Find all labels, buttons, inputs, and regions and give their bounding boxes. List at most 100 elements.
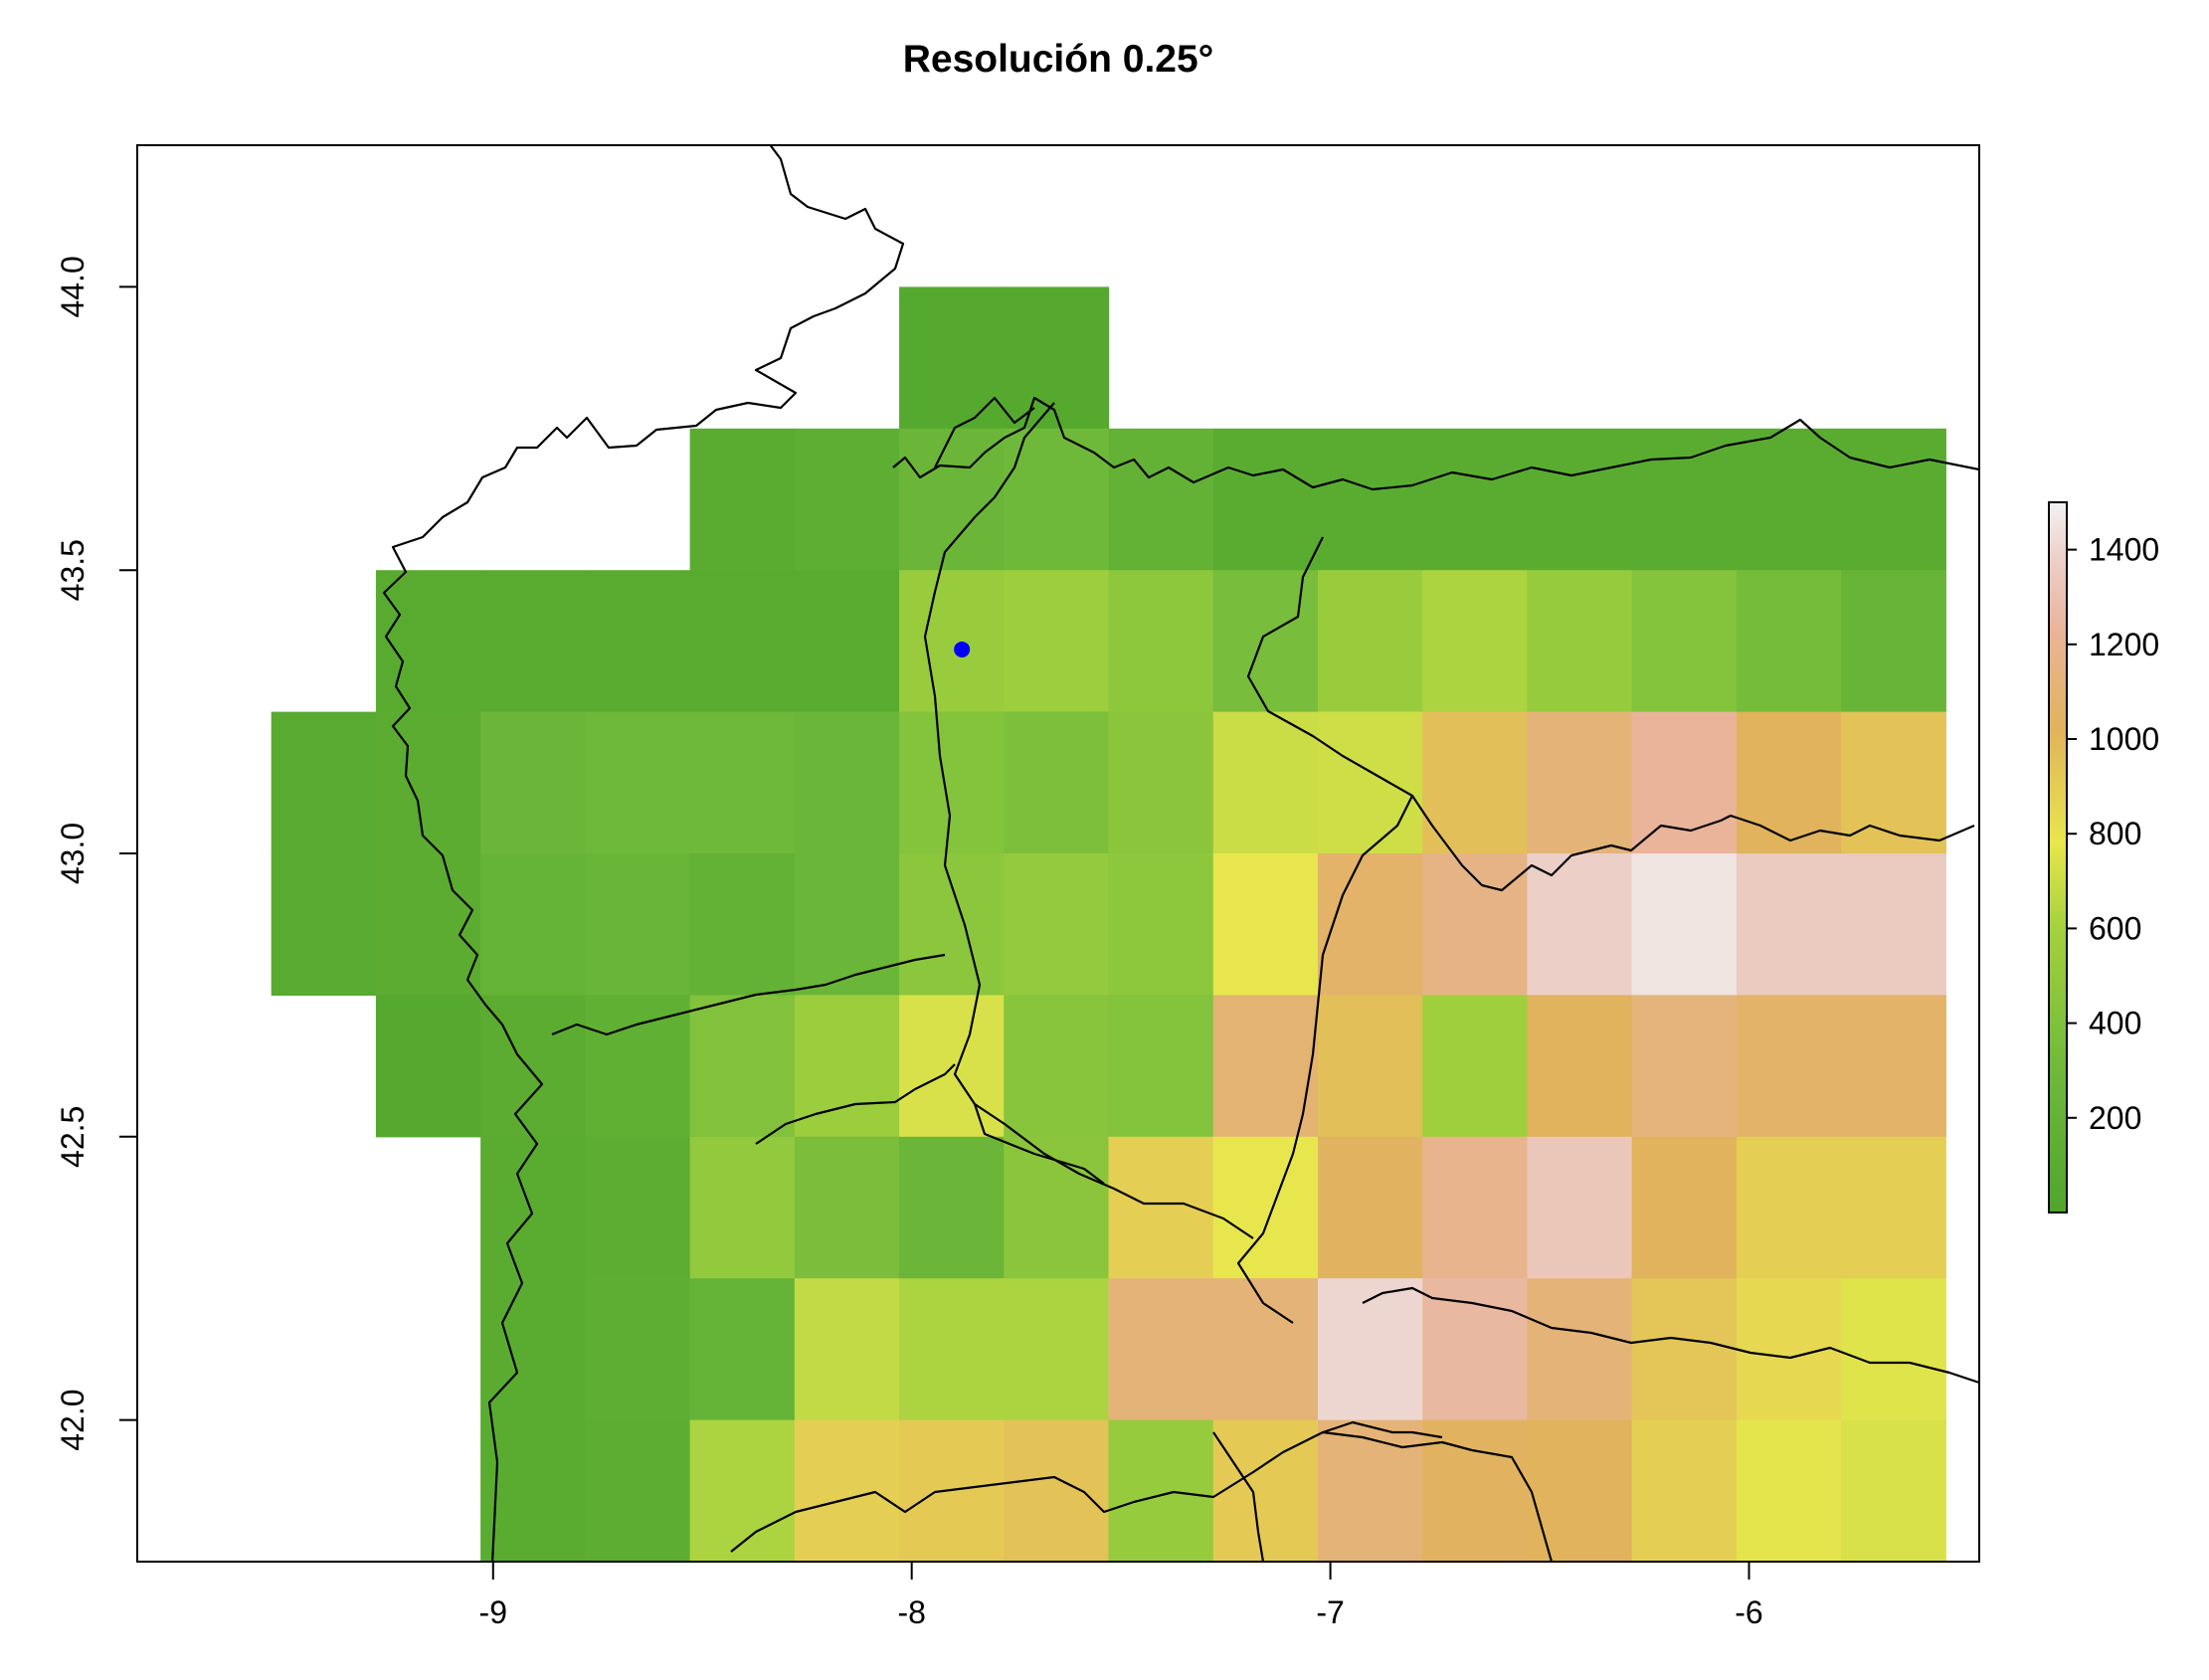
- x-axis: -9 -8 -7 -6: [479, 1562, 1763, 1630]
- raster-cell: [689, 711, 796, 854]
- raster-cell: [375, 711, 481, 854]
- raster-cell: [899, 1419, 1005, 1562]
- raster-cell: [689, 1419, 796, 1562]
- raster-cell: [1317, 570, 1423, 713]
- raster-cell: [1108, 853, 1214, 996]
- north-coastline-mid: [934, 396, 1035, 468]
- x-tick-label: -9: [479, 1594, 507, 1630]
- raster-cell: [689, 570, 796, 713]
- raster-cell: [1108, 428, 1214, 571]
- raster-cell: [1004, 995, 1110, 1138]
- raster-cell: [1004, 286, 1110, 430]
- colorbar-tick-label: 1400: [2089, 532, 2159, 568]
- raster-cell: [689, 1278, 796, 1421]
- raster-cell: [689, 428, 796, 571]
- raster-cell: [1212, 428, 1319, 571]
- raster-cell: [1736, 570, 1842, 713]
- colorbar-tick-label: 200: [2089, 1100, 2141, 1136]
- raster-cell: [1004, 1278, 1110, 1421]
- raster-cell: [1004, 1419, 1110, 1562]
- colorbar-tick-label: 800: [2089, 816, 2141, 851]
- raster-cell: [1631, 428, 1738, 571]
- raster-cell: [1108, 1419, 1214, 1562]
- y-tick-label: 42.0: [55, 1389, 91, 1450]
- raster-cell: [794, 428, 900, 571]
- leon-border: [1411, 795, 1975, 892]
- raster-cell: [1841, 428, 1946, 571]
- raster-cell: [585, 1419, 691, 1562]
- raster-cell: [1527, 570, 1633, 713]
- raster-cell: [1631, 1419, 1738, 1562]
- colorbar-tick-label: 600: [2089, 910, 2141, 946]
- raster-cell: [1527, 995, 1633, 1138]
- raster-cell: [375, 853, 481, 996]
- raster-cell: [480, 1278, 586, 1421]
- raster-cell: [1527, 1278, 1633, 1421]
- portugal-border: [730, 1430, 1554, 1562]
- raster-cell: [1212, 1136, 1319, 1279]
- raster-cell: [271, 711, 377, 854]
- raster-cell: [1841, 1278, 1946, 1421]
- raster-cell: [1527, 853, 1633, 996]
- y-tick-label: 43.0: [55, 823, 91, 884]
- raster-cell: [1422, 1278, 1529, 1421]
- raster-cell: [1736, 1136, 1842, 1279]
- raster-cell: [1108, 995, 1214, 1138]
- raster-cell: [794, 570, 900, 713]
- raster-cell: [375, 570, 481, 713]
- province-border-lugo: [923, 402, 1254, 1239]
- raster-cell: [1841, 995, 1946, 1138]
- raster-cell: [1004, 711, 1110, 854]
- colorbar-tick-label: 1200: [2089, 627, 2159, 662]
- raster-cell: [271, 853, 377, 996]
- raster-cell: [1736, 428, 1842, 571]
- raster-cell: [899, 1278, 1005, 1421]
- raster-cell: [480, 853, 586, 996]
- galicia-east-border: [1236, 536, 1414, 1324]
- raster-cell: [1736, 853, 1842, 996]
- raster-cell: [1631, 711, 1738, 854]
- north-coastline-east: [892, 396, 1979, 491]
- province-border-south: [755, 1063, 1105, 1185]
- raster-cell: [585, 1136, 691, 1279]
- raster-cell: [480, 711, 586, 854]
- raster-cell: [899, 853, 1005, 996]
- raster-cell: [1631, 1136, 1738, 1279]
- raster-cell: [585, 1278, 691, 1421]
- y-tick-label: 42.5: [55, 1106, 91, 1168]
- raster-cell: [585, 570, 691, 713]
- y-tick-label: 44.0: [55, 256, 91, 317]
- colorbar-ticks: 200 400 600 800 1000 1200 1400: [2067, 532, 2159, 1136]
- raster-cell: [1004, 853, 1110, 996]
- raster-cell: [1631, 853, 1738, 996]
- coastline-and-borders: [382, 145, 1979, 1562]
- raster-cell: [1736, 995, 1842, 1138]
- province-border-coruna: [551, 953, 946, 1036]
- y-axis: 42.0 42.5 43.0 43.5 44.0: [55, 256, 137, 1451]
- raster-cell: [585, 853, 691, 996]
- raster-cell: [1736, 1419, 1842, 1562]
- raster-cell: [480, 570, 586, 713]
- raster-cell: [1631, 995, 1738, 1138]
- raster-cell: [480, 1419, 586, 1562]
- raster-cell: [1317, 995, 1423, 1138]
- raster-cell: [689, 1136, 796, 1279]
- raster-cell: [1317, 1419, 1423, 1562]
- raster-cell: [1631, 570, 1738, 713]
- raster-cell: [1004, 570, 1110, 713]
- colorbar-tick-label: 1000: [2089, 721, 2159, 757]
- x-tick-label: -8: [897, 1594, 925, 1630]
- raster-cell: [1527, 428, 1633, 571]
- raster-cell: [1631, 1278, 1738, 1421]
- raster-cell: [1422, 1419, 1529, 1562]
- raster-cell: [585, 711, 691, 854]
- colorbar-legend: 200 400 600 800 1000 1200 1400: [2048, 501, 2159, 1213]
- location-marker: [954, 641, 971, 657]
- ourense-border: [1212, 1420, 1443, 1562]
- raster-cell: [480, 1136, 586, 1279]
- raster-cell: [1212, 570, 1319, 713]
- raster-cell: [689, 995, 796, 1138]
- raster-cell: [794, 853, 900, 996]
- raster-cell: [899, 1136, 1005, 1279]
- raster-cell: [689, 853, 796, 996]
